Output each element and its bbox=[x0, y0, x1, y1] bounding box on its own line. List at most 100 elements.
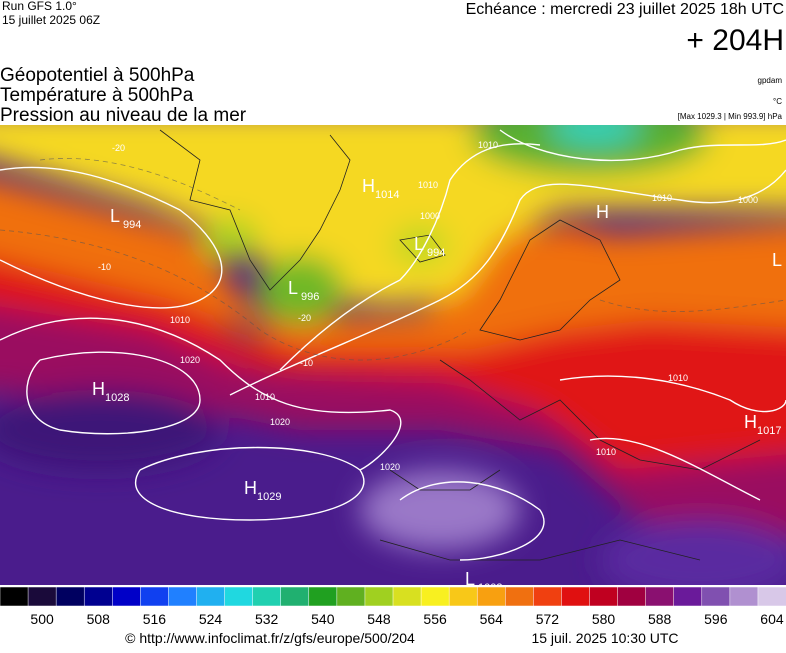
colorbar-swatch bbox=[55, 586, 85, 607]
isobar bbox=[0, 317, 402, 471]
colorbar-swatch bbox=[420, 586, 450, 607]
center-letter: L bbox=[288, 278, 298, 298]
colorbar-tick-label: 588 bbox=[648, 611, 672, 627]
center-letter: L bbox=[414, 234, 424, 254]
center-letter: H bbox=[744, 412, 757, 432]
center-value: 1014 bbox=[375, 189, 399, 201]
pressure-range: [Max 1029.3 | Min 993.9] hPa bbox=[678, 112, 783, 121]
colorbar-swatch bbox=[280, 586, 310, 607]
isobar bbox=[559, 375, 786, 413]
colorbar-swatch bbox=[701, 586, 731, 607]
isobar bbox=[229, 169, 786, 396]
colorbar-swatch bbox=[617, 586, 647, 607]
colorbar-swatch bbox=[140, 586, 170, 607]
isobar bbox=[0, 166, 223, 309]
colorbar-swatch bbox=[252, 586, 282, 607]
isobar bbox=[279, 143, 541, 371]
center-letter: H bbox=[596, 202, 609, 222]
field: Géopotentiel à 500hPa bbox=[0, 65, 195, 86]
colorbar-swatch bbox=[533, 586, 563, 607]
colorbar-tick-label: 500 bbox=[30, 611, 54, 627]
contour-label: 1000 bbox=[420, 211, 440, 221]
field: Pression au niveau de la mer bbox=[0, 105, 247, 126]
colorbar-tick-label: 604 bbox=[760, 611, 784, 627]
colorbar-tick-label: 508 bbox=[87, 611, 111, 627]
contour-label: -10 bbox=[300, 358, 313, 368]
lead-time: + 204H bbox=[686, 24, 784, 57]
run-date: 15 juillet 2025 06Z bbox=[2, 13, 100, 27]
contour-label: 1010 bbox=[596, 447, 616, 457]
contour-label: -20 bbox=[298, 313, 311, 323]
center-value: 1029 bbox=[257, 491, 281, 503]
center-letter: L bbox=[465, 569, 475, 589]
isobar bbox=[134, 446, 365, 521]
colorbar-swatch bbox=[196, 586, 226, 607]
isotherm bbox=[0, 158, 786, 361]
contour-label: 1020 bbox=[270, 417, 290, 427]
contour-label: 1010 bbox=[668, 373, 688, 383]
colorbar-tick-label: 556 bbox=[423, 611, 447, 627]
colorbar-swatch bbox=[336, 586, 366, 607]
colorbar-swatch bbox=[757, 586, 786, 607]
source: © http://www.infoclimat.fr/z/gfs/europe/… bbox=[125, 630, 415, 646]
center-value: 996 bbox=[301, 291, 319, 303]
map bbox=[0, 125, 786, 585]
contour-label: 1000 bbox=[738, 195, 758, 205]
colorbar-swatch bbox=[505, 586, 535, 607]
center-value: 994 bbox=[427, 247, 445, 259]
colorbar-swatch bbox=[0, 586, 29, 607]
colorbar-swatch bbox=[224, 586, 254, 607]
colorbar-swatch bbox=[645, 586, 675, 607]
colorbar-swatch bbox=[589, 586, 619, 607]
contour-label: 1010 bbox=[255, 392, 275, 402]
contour-label: 1010 bbox=[652, 193, 672, 203]
isobar bbox=[399, 437, 761, 561]
contour-label: 1020 bbox=[180, 355, 200, 365]
center-value: 1028 bbox=[105, 392, 129, 404]
contour-label: 1010 bbox=[478, 140, 498, 150]
colorbar-swatch bbox=[83, 586, 114, 607]
center-letter: H bbox=[244, 478, 257, 498]
valid-time: Echéance : mercredi 23 juillet 2025 18h … bbox=[466, 1, 784, 18]
colorbar-tick-label: 548 bbox=[367, 611, 391, 627]
colorbar-swatch bbox=[168, 586, 198, 607]
coastline bbox=[159, 129, 761, 561]
colorbar-swatch bbox=[673, 586, 703, 607]
temperature-field bbox=[0, 125, 786, 585]
contour-label: -10 bbox=[98, 262, 111, 272]
center-value: 994 bbox=[123, 219, 141, 231]
colorbar-tick-label: 516 bbox=[143, 611, 167, 627]
issued: 15 juil. 2025 10:30 UTC bbox=[531, 630, 678, 646]
unit: gpdam bbox=[758, 76, 783, 85]
center-letter: H bbox=[362, 176, 375, 196]
colorbar-swatch bbox=[561, 586, 591, 607]
colorbar-swatch bbox=[364, 586, 394, 607]
colorbar-swatch bbox=[392, 586, 422, 607]
isobar bbox=[499, 129, 786, 162]
contour-label: 1010 bbox=[418, 180, 438, 190]
colorbar-swatch bbox=[729, 586, 759, 607]
field: Température à 500hPa bbox=[0, 85, 194, 106]
center-letter: H bbox=[92, 379, 105, 399]
colorbar-tick-label: 524 bbox=[199, 611, 223, 627]
center-letter: L bbox=[772, 250, 782, 270]
colorbar-tick-label: 580 bbox=[592, 611, 616, 627]
colorbar-swatch bbox=[308, 586, 338, 607]
colorbar-tick-label: 596 bbox=[704, 611, 728, 627]
isobar bbox=[26, 351, 201, 435]
colorbar-swatch bbox=[27, 586, 57, 607]
colorbar-tick-label: 564 bbox=[480, 611, 504, 627]
colorbar-swatch bbox=[448, 586, 478, 607]
colorbar-tick-label: 572 bbox=[536, 611, 560, 627]
colorbar-swatch bbox=[112, 586, 142, 607]
colorbar-tick-label: 540 bbox=[311, 611, 335, 627]
contour-label: 1020 bbox=[380, 462, 400, 472]
center-letter: L bbox=[110, 206, 120, 226]
colorbar-swatch bbox=[476, 586, 507, 607]
unit: °C bbox=[773, 97, 782, 106]
contour-label: -20 bbox=[112, 143, 125, 153]
contour-label: 1010 bbox=[170, 315, 190, 325]
colorbar-tick-label: 532 bbox=[255, 611, 279, 627]
center-value: 1017 bbox=[757, 425, 781, 437]
